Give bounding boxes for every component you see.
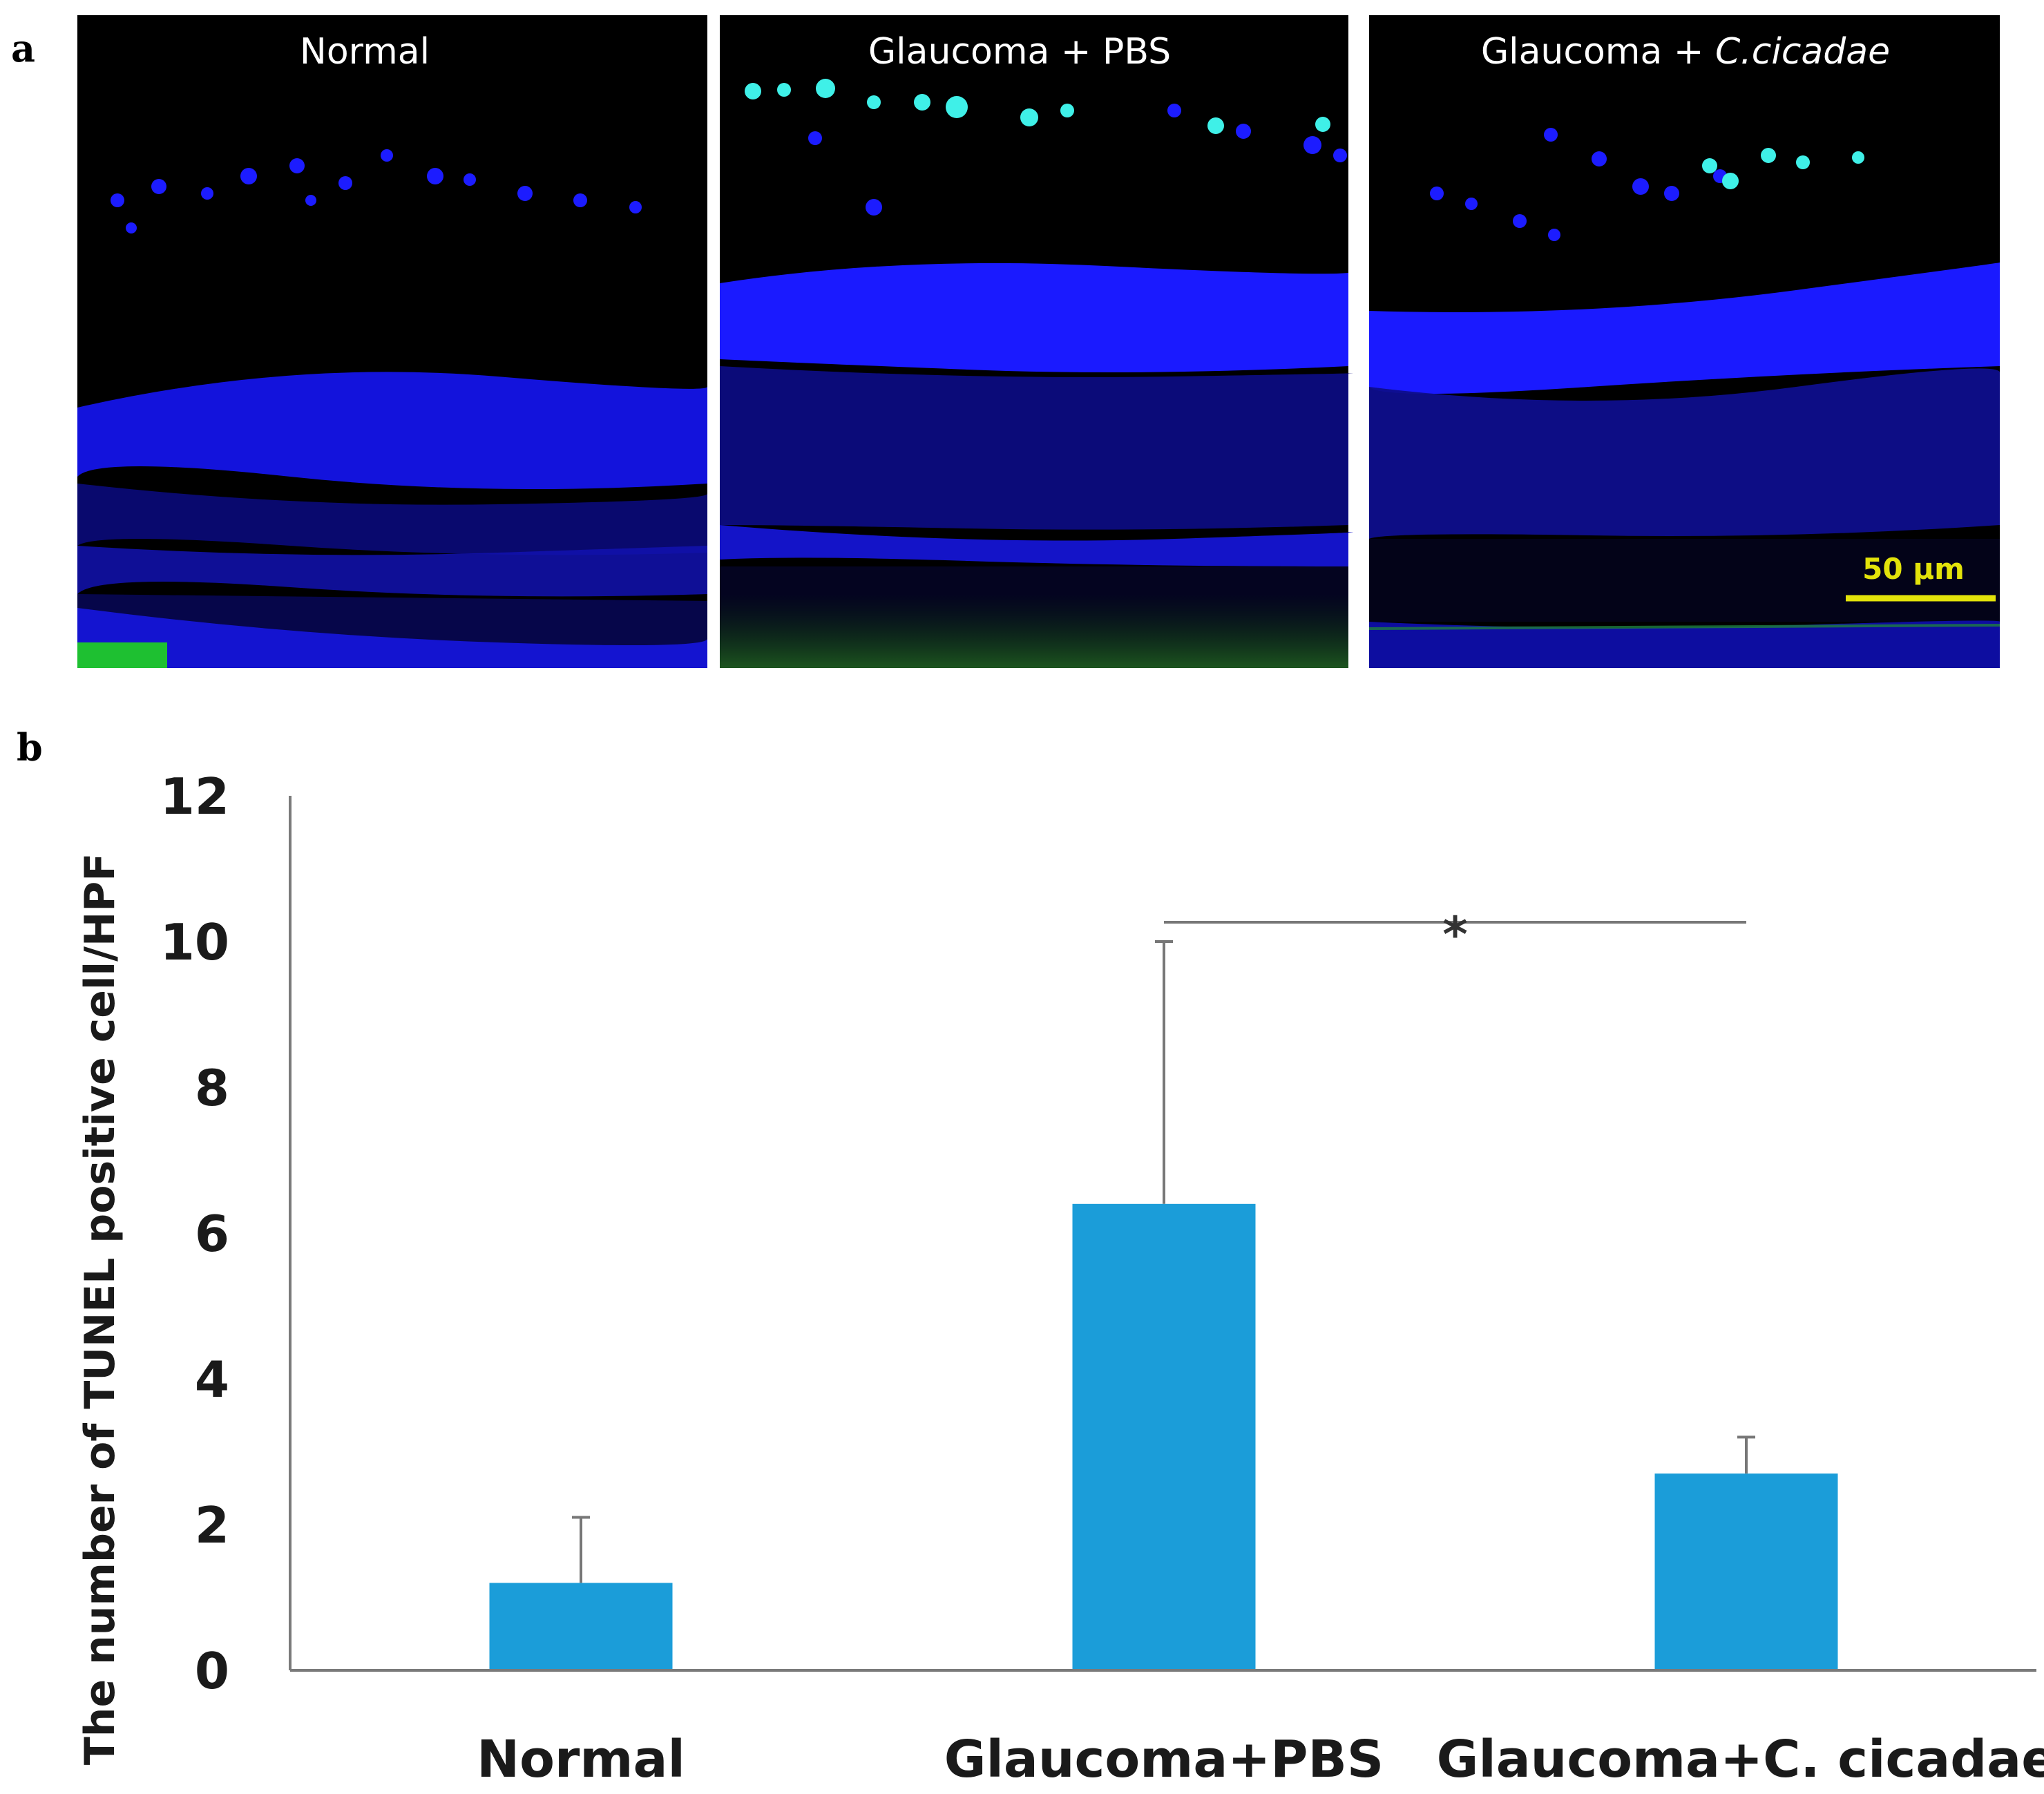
micrograph-title-cicadae-italic: C.cicadae [1715, 31, 1890, 73]
bar-chart: 0 2 4 6 8 10 12 Normal Glaucoma+PBS Glaucoma+C. … [76, 767, 2044, 1789]
micrograph-normal [77, 15, 707, 668]
micrograph-title-glaucoma-pbs: Glaucoma + PBS [868, 31, 1171, 73]
scale-bar-label: 50 μm [1862, 552, 1965, 586]
micrograph-glaucoma-pbs [720, 15, 1353, 668]
y-tick-labels: 0 2 4 6 8 10 12 [160, 767, 229, 1700]
significance-layer: * [1164, 906, 1746, 963]
significance-star: * [1442, 906, 1468, 963]
category-label-0: Normal [477, 1730, 685, 1789]
micrograph-glaucoma-cicadae [1368, 15, 2000, 668]
error-bars-layer [572, 940, 1755, 1583]
y-tick-label: 0 [195, 1642, 229, 1700]
micrograph-title-normal: Normal [300, 31, 430, 73]
y-tick-label: 6 [195, 1205, 229, 1263]
bar-0 [489, 1583, 673, 1670]
micrograph-title-glaucoma-cicadae: Glaucoma + C.cicadae [1481, 31, 1890, 73]
category-label-1: Glaucoma+PBS [944, 1730, 1384, 1789]
y-tick-label: 12 [160, 767, 229, 826]
bars-layer [489, 1203, 1838, 1670]
bar-1 [1072, 1203, 1256, 1670]
y-tick-label: 10 [160, 913, 229, 971]
bar-2 [1654, 1473, 1838, 1670]
y-tick-label: 4 [195, 1351, 229, 1409]
panel-label-b: b [17, 725, 43, 770]
panel-label-a: a [11, 26, 35, 70]
category-labels: Normal Glaucoma+PBS Glaucoma+C. cicadae [477, 1730, 2044, 1789]
micrograph-title-cicadae-plain: Glaucoma + [1481, 31, 1715, 73]
y-axis-title: The number of TUNEL positive cell/HPF [76, 853, 124, 1765]
y-tick-label: 8 [195, 1059, 229, 1117]
category-label-2: Glaucoma+C. cicadae [1437, 1730, 2044, 1789]
y-tick-label: 2 [195, 1496, 229, 1554]
